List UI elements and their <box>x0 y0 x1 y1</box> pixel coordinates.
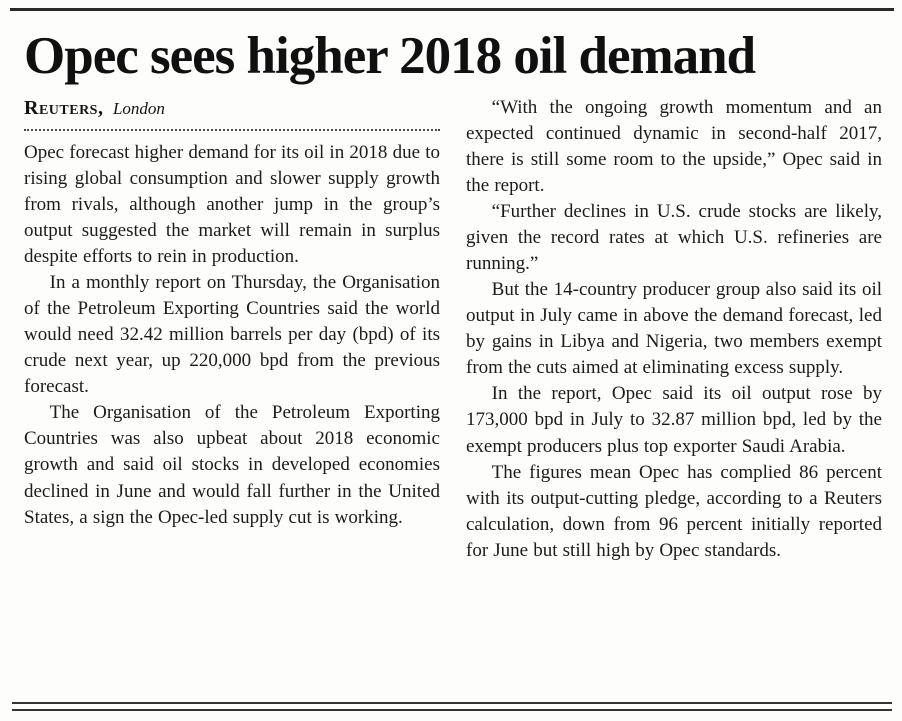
article-paragraph: The Organisation of the Petroleum Export… <box>24 402 440 528</box>
byline-location: London <box>112 99 165 119</box>
top-rule <box>10 8 894 11</box>
article-body: Reuters, London Opec forecast higher dem… <box>24 95 882 563</box>
article-paragraph: “Further declines in U.S. crude stocks a… <box>466 201 882 275</box>
article-paragraph: “With the ongoing growth momentum and an… <box>466 97 882 197</box>
article-column-left: Reuters, London Opec forecast higher dem… <box>24 95 440 563</box>
article-paragraph: But the 14-country producer group also s… <box>466 279 882 379</box>
byline: Reuters, London <box>24 97 440 120</box>
article-paragraph: Opec forecast higher demand for its oil … <box>24 142 440 268</box>
article-column-right: “With the ongoing growth momentum and an… <box>466 95 882 563</box>
article-paragraph: In a monthly report on Thursday, the Org… <box>24 272 440 398</box>
bottom-rule <box>12 702 892 711</box>
dotted-separator <box>24 124 440 132</box>
article-paragraph: The figures mean Opec has complied 86 pe… <box>466 461 882 561</box>
byline-agency: Reuters, <box>24 97 104 120</box>
article-paragraph: In the report, Opec said its oil output … <box>466 383 882 457</box>
article-headline: Opec sees higher 2018 oil demand <box>24 27 756 85</box>
